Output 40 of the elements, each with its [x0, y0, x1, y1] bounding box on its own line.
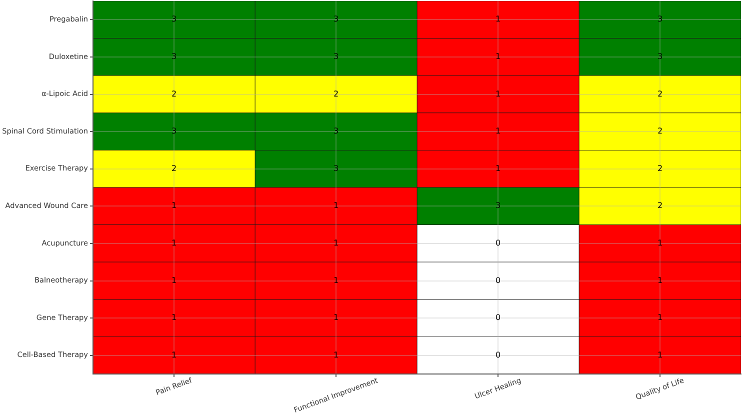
- data-label: 0: [495, 313, 501, 322]
- data-label: 2: [657, 201, 663, 210]
- data-label: 2: [657, 164, 663, 173]
- data-label: 2: [171, 89, 177, 98]
- data-label: 1: [657, 350, 663, 360]
- data-label: 1: [495, 126, 501, 136]
- data-label: 3: [171, 126, 177, 136]
- data-label: 3: [171, 14, 177, 24]
- data-label: 1: [657, 313, 663, 322]
- data-label: 1: [333, 201, 339, 210]
- data-label: 1: [171, 350, 177, 360]
- data-label: 3: [333, 52, 339, 62]
- data-label: 0: [495, 238, 501, 248]
- data-label: 1: [333, 276, 339, 285]
- data-label: 2: [657, 89, 663, 98]
- data-label: 1: [171, 201, 177, 210]
- data-label: 2: [171, 164, 177, 173]
- data-label: 1: [657, 276, 663, 285]
- data-label: 0: [495, 350, 501, 360]
- data-label: 3: [657, 14, 663, 24]
- data-label: 3: [171, 52, 177, 62]
- data-label: 3: [333, 14, 339, 24]
- data-label: 1: [333, 238, 339, 248]
- data-label: 1: [171, 313, 177, 322]
- data-label: 1: [657, 238, 663, 248]
- data-label: 1: [495, 52, 501, 62]
- data-label: 2: [657, 126, 663, 136]
- data-label: 1: [333, 350, 339, 360]
- data-label: 2: [333, 89, 339, 98]
- data-label: 1: [495, 14, 501, 24]
- data-label: 0: [495, 276, 501, 285]
- data-label: 1: [171, 276, 177, 285]
- data-label: 1: [495, 89, 501, 98]
- data-label: 3: [333, 126, 339, 136]
- data-label: 1: [495, 164, 501, 173]
- data-label: 1: [171, 238, 177, 248]
- data-label: 3: [495, 201, 501, 210]
- data-label: 1: [333, 313, 339, 322]
- data-label: 3: [657, 52, 663, 62]
- data-label: 3: [333, 164, 339, 173]
